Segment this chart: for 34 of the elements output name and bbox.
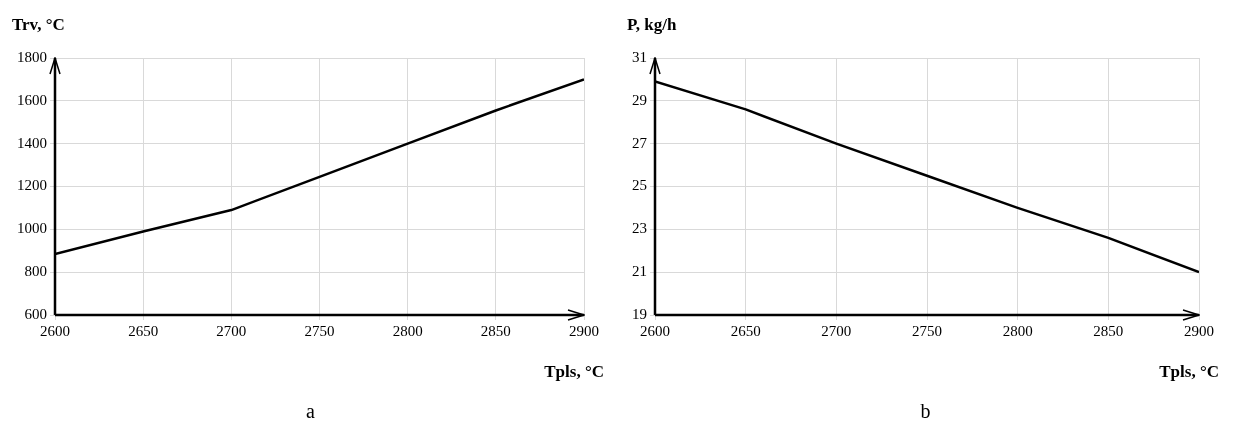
- y-tick-label: 1800: [17, 48, 47, 65]
- x-tick-label: 2900: [1184, 322, 1214, 339]
- y-tick-label: 600: [24, 305, 47, 322]
- y-tick-label: 21: [632, 263, 647, 280]
- y-tick-label: 23: [632, 220, 647, 237]
- x-tick-label: 2800: [1002, 322, 1033, 339]
- x-tick-label: 2700: [216, 322, 247, 339]
- y-tick-label: 31: [632, 48, 647, 65]
- y-tick-label: 27: [632, 134, 648, 151]
- y-axis-title: Trv, °C: [12, 15, 65, 34]
- y-tick-label: 1600: [17, 91, 47, 108]
- x-tick-label: 2650: [730, 322, 761, 339]
- x-tick-label: 2600: [40, 322, 70, 339]
- y-tick-label: 29: [632, 91, 647, 108]
- x-tick-label: 2850: [1093, 322, 1124, 339]
- text: a: [305, 400, 316, 423]
- y-tick-label: 1000: [17, 220, 47, 237]
- x-axis-title: Tpls, °C: [1159, 362, 1219, 381]
- y-tick-label: 1200: [17, 177, 47, 194]
- y-tick-label: 25: [632, 177, 647, 194]
- x-tick-label: 2750: [912, 322, 942, 339]
- text: b: [919, 400, 932, 423]
- x-tick-label: 2750: [304, 322, 335, 339]
- y-tick-label: 19: [632, 305, 647, 322]
- x-tick-label: 2850: [480, 322, 511, 339]
- x-tick-label: 2600: [640, 322, 670, 339]
- x-tick-label: 2650: [128, 322, 159, 339]
- x-tick-label: 2900: [569, 322, 599, 339]
- x-tick-label: 2700: [821, 322, 852, 339]
- y-tick-label: 800: [24, 263, 47, 280]
- x-tick-label: 2800: [392, 322, 423, 339]
- y-axis-title: P, kg/h: [627, 15, 677, 34]
- y-tick-label: 1400: [17, 134, 47, 151]
- x-axis-title: Tpls, °C: [544, 362, 604, 381]
